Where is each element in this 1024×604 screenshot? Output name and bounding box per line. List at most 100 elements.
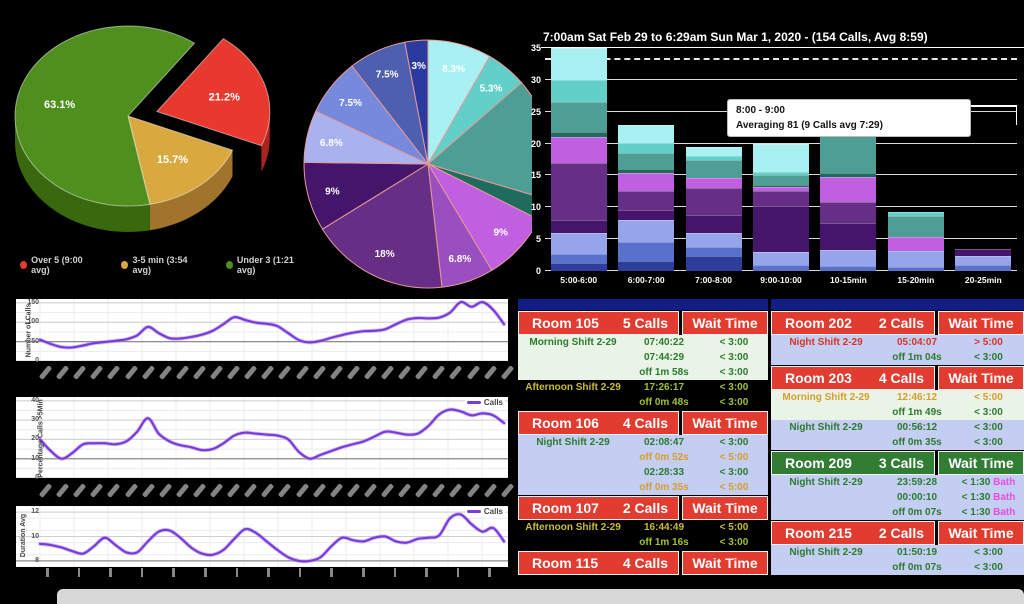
room-header-cell: Room 107 2 Calls (518, 496, 679, 520)
x-tick-mark (192, 365, 207, 380)
bar-segment-seg-periwinkle (618, 220, 675, 243)
x-tick-mark (397, 365, 412, 380)
call-time: 16:44:49 (643, 522, 685, 533)
calls-by-wait-bar-chart[interactable]: 7:00am Sat Feb 29 to 6:29am Sun Mar 1, 2… (515, 28, 1024, 296)
bar-segment-seg-magenta (685, 178, 742, 189)
x-tick-mark (312, 483, 326, 498)
legend-line-swatch (466, 510, 481, 513)
x-tick (109, 568, 112, 577)
room-section-header: Room 209 3 Calls Wait Time (771, 451, 1024, 475)
x-tick (235, 568, 239, 577)
table-row: off 1m 04s < 3:00 (771, 350, 1024, 365)
bar-segment-seg-mid-teal (685, 155, 742, 161)
table-row: off 1m 58s < 3:00 (518, 365, 768, 380)
x-tick (204, 568, 207, 577)
call-time: 05:04:07 (896, 337, 938, 348)
y-tick-label: 10 (530, 202, 541, 213)
x-tick (298, 568, 302, 577)
bar-segment-seg-navy (618, 261, 675, 271)
y-tick-label: 10 (31, 454, 39, 462)
table-row: Morning Shift 2-29 12:46:12 < 5:00 (771, 390, 1024, 405)
tooltip-connector-v (1015, 105, 1017, 125)
y-tick-label: 50 (31, 337, 39, 345)
number-of-calls-line-chart[interactable]: Number of Calls 0 50 100 150 (16, 299, 508, 364)
gridline (545, 78, 1017, 80)
bar-segment-seg-dark-teal (753, 185, 809, 187)
wait-time-value: < 3:00 (719, 382, 749, 393)
table-row: off 1m 16s < 3:00 (518, 535, 768, 550)
legend-dot-gold (121, 261, 129, 269)
line-chart-canvas (16, 397, 508, 479)
x-tick-mark (414, 483, 429, 498)
bar-chart-title: 7:00am Sat Feb 29 to 6:29am Sun Mar 1, 2… (543, 30, 928, 44)
x-tick-mark (397, 483, 412, 498)
x-tick-mark (295, 483, 309, 498)
pie-legend: Over 5 (9:00 avg) 3-5 min (3:54 avg) Und… (20, 255, 306, 275)
y-tick-label: 20 (530, 138, 541, 149)
y-tick-label: 100 (27, 318, 39, 326)
table-row: 07:44:29 < 3:00 (518, 350, 768, 365)
bar-segment-seg-teal (753, 174, 809, 186)
x-tick-mark (141, 365, 155, 380)
stacked-bar (550, 48, 607, 271)
bar-segment-seg-cyan (618, 124, 675, 143)
call-time: 01:50:19 (896, 547, 938, 558)
x-tick-mark (278, 365, 292, 380)
wait-time-value: < 3:00 (719, 352, 749, 363)
bar-segment-seg-mid-teal (753, 172, 809, 175)
bar-segment-seg-magenta (887, 236, 944, 251)
bar-segment-seg-cyan (753, 143, 809, 173)
bar-segment-seg-blue (753, 264, 809, 271)
legend-label: Calls (483, 398, 503, 407)
legend-label: Over 5 (9:00 avg) (31, 255, 83, 275)
call-distribution-pie-chart[interactable]: 8.3% 5.3% 9% 6.8% 18% 9% 6.8% 7.5% 7.5% 3% (293, 16, 532, 300)
call-time: 17:26:17 (643, 382, 685, 393)
call-time: off 1m 04s (892, 352, 942, 363)
legend-item-3-5min: 3-5 min (3:54 avg) (121, 255, 199, 275)
percentage-calls-line-chart[interactable]: Percentage Calls >5Min Calls 0 10 20 30 40 (16, 397, 508, 481)
duration-avg-line-chart[interactable]: Duration Avg Calls 8 10 12 (16, 505, 508, 568)
bar-segment-seg-periwinkle (753, 251, 809, 265)
bar-segment-seg-blue (685, 246, 742, 257)
x-tick-mark (226, 365, 241, 380)
bar-segment-seg-teal (820, 134, 877, 173)
call-time: off 0m 07s (892, 562, 942, 573)
x-tick (46, 568, 49, 577)
taskbar-window-strip[interactable] (57, 589, 1024, 604)
call-count: 2 Calls (622, 500, 668, 516)
x-tick-mark (72, 483, 87, 498)
x-tick (267, 568, 270, 577)
response-time-pie-chart[interactable]: 21.2% 15.7% 63.1% Over 5 (9:00 avg) 3-5 mi… (6, 2, 306, 294)
svg-text:63.1%: 63.1% (44, 99, 75, 111)
y-tick-label: 0 (35, 357, 39, 364)
room-calls-table-right: Room 202 2 Calls Wait Time Night Shift 2-29… (771, 299, 1024, 575)
room-section-header: Room 115 4 Calls Wait Time (518, 551, 768, 575)
shift-label: Night Shift 2-29 (789, 422, 863, 433)
room-header-cell: Room 105 5 Calls (518, 311, 679, 335)
legend-item-under3: Under 3 (1:21 avg) (225, 255, 306, 275)
call-time: 02:08:47 (643, 437, 685, 448)
bar-segment-seg-teal (685, 160, 742, 179)
stacked-bar (753, 143, 809, 271)
bar-segment-seg-purple (685, 188, 742, 215)
table-row: Afternoon Shift 2-29 17:26:17 < 3:00 (518, 380, 768, 395)
room-number: Room 202 (785, 315, 852, 331)
svg-text:5.3%: 5.3% (480, 83, 503, 94)
room-section-header: Room 105 5 Calls Wait Time (518, 311, 768, 335)
svg-text:6.8%: 6.8% (320, 138, 343, 149)
bar-segment-seg-deep-purple (955, 248, 1012, 257)
call-time: off 1m 49s (892, 407, 942, 418)
gridline (545, 47, 1017, 48)
call-time: 00:56:12 (896, 422, 938, 433)
x-tick-mark (72, 365, 87, 380)
wait-time-value: < 3:00 (974, 437, 1003, 448)
bar-segment-seg-periwinkle (685, 232, 742, 247)
bar-plot-area[interactable] (545, 47, 1017, 271)
bar-segment-seg-periwinkle (955, 256, 1012, 265)
room-number: Room 107 (532, 500, 599, 516)
call-time: 23:59:28 (896, 477, 938, 488)
bar-segment-seg-cyan (550, 48, 607, 80)
x-tick (362, 568, 365, 577)
y-tick-label: 30 (31, 416, 39, 424)
wait-time-header: Wait Time (938, 521, 1024, 545)
